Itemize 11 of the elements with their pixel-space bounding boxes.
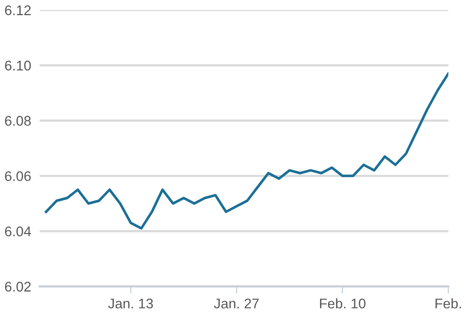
y-tick-label: 6.02 xyxy=(5,282,31,292)
y-tick-label: 6.10 xyxy=(5,60,31,70)
y-tick-label: 6.08 xyxy=(5,116,31,126)
x-tick-label: Jan. 27 xyxy=(214,298,259,308)
y-tick-label: 6.12 xyxy=(5,5,31,16)
x-tick-label: Feb. 10 xyxy=(320,298,366,308)
x-tick-label: Feb. xyxy=(436,298,461,308)
y-tick-label: 6.04 xyxy=(5,226,31,236)
x-tick-label: Jan. 13 xyxy=(108,298,153,308)
line-series xyxy=(44,72,448,230)
y-tick-label: 6.06 xyxy=(5,171,31,182)
